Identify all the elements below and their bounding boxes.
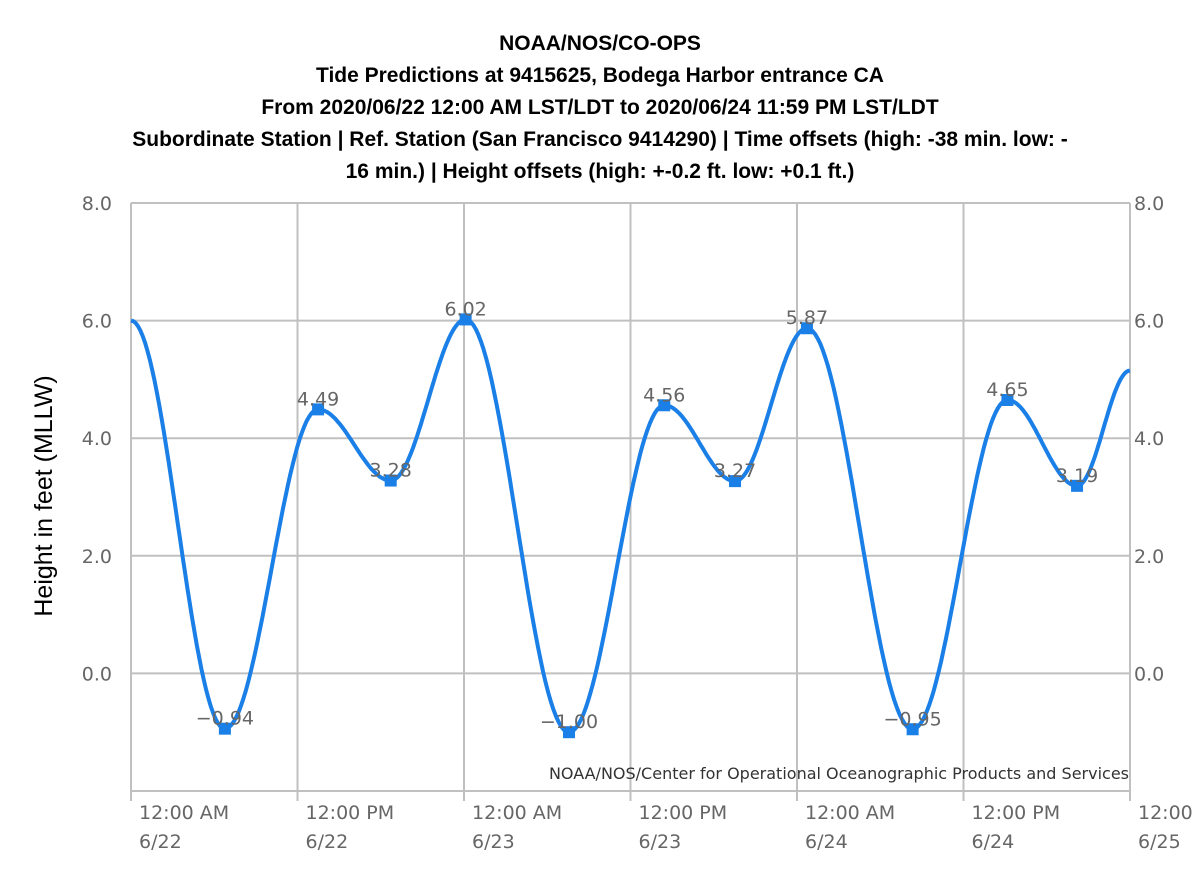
y-tick-label-right: 0.0 — [1134, 663, 1164, 685]
x-tick-label-date: 6/24 — [972, 831, 1015, 853]
x-tick-label-time: 12:00 AM — [472, 802, 562, 824]
data-label: 3.28 — [370, 460, 412, 482]
data-marker — [218, 722, 231, 735]
x-tick-label-date: 6/24 — [805, 831, 848, 853]
x-tick-label-time: 12:00 PM — [972, 802, 1061, 824]
data-marker — [1071, 479, 1084, 492]
x-tick-label-time: 12:00 PM — [306, 802, 395, 824]
data-label: −0.95 — [884, 708, 942, 730]
grid-lines — [131, 202, 1130, 791]
x-tick-label-time: 12:00 AM — [805, 802, 895, 824]
data-label: 3.27 — [714, 460, 756, 482]
data-marker — [800, 322, 813, 335]
title-line: 16 min.) | Height offsets (high: +-0.2 f… — [346, 160, 855, 183]
title-line: NOAA/NOS/CO-OPS — [499, 32, 701, 55]
x-tick-label-date: 6/22 — [139, 831, 182, 853]
x-tick-label-time: 12:00 PM — [639, 802, 728, 824]
data-label: 4.65 — [986, 379, 1028, 401]
y-tick-label-left: 6.0 — [82, 311, 112, 333]
y-tick-label-left: 0.0 — [82, 663, 112, 685]
data-labels: −0.94 4.49 3.28 6.02 −1.00 4.56 3.27 5.87 −0.95 4… — [196, 298, 1098, 733]
data-label: −1.00 — [540, 711, 598, 733]
data-marker — [312, 403, 325, 416]
y-tick-label-right: 8.0 — [1134, 193, 1164, 215]
y-axis-left-ticks: 8.0 6.0 4.0 2.0 0.0 — [82, 193, 112, 685]
y-tick-label-left: 8.0 — [82, 193, 112, 215]
title-line: Subordinate Station | Ref. Station (San … — [132, 128, 1068, 151]
y-tick-label-right: 2.0 — [1134, 546, 1164, 568]
y-tick-label-right: 4.0 — [1134, 428, 1164, 450]
data-label: 4.56 — [643, 384, 685, 406]
chart-credit: NOAA/NOS/Center for Operational Oceanogr… — [549, 764, 1129, 783]
data-marker — [459, 313, 472, 326]
x-tick-label-date: 6/23 — [472, 831, 515, 853]
y-axis-label: Height in feet (MLLW) — [30, 375, 58, 616]
data-markers — [218, 313, 1084, 739]
y-tick-label-left: 4.0 — [82, 428, 112, 450]
data-marker — [658, 399, 671, 412]
data-label: 4.49 — [297, 388, 339, 410]
title-line: Tide Predictions at 9415625, Bodega Harb… — [316, 64, 884, 87]
y-axis-right-ticks: 8.0 6.0 4.0 2.0 0.0 — [1134, 193, 1164, 685]
x-tick-label-date: 6/22 — [306, 831, 349, 853]
data-label: 6.02 — [444, 298, 486, 320]
x-tick-label-date: 6/23 — [639, 831, 682, 853]
data-marker — [729, 475, 742, 488]
data-marker — [1001, 393, 1014, 406]
x-tick-label-time: 12:00 AM — [139, 802, 229, 824]
y-tick-label-right: 6.0 — [1134, 311, 1164, 333]
data-marker — [384, 474, 397, 487]
data-label: −0.94 — [196, 708, 254, 730]
data-marker — [906, 723, 919, 736]
data-label: 3.19 — [1056, 465, 1098, 487]
data-marker — [562, 726, 575, 739]
x-axis-ticks: 12:00 AM 6/22 12:00 PM 6/22 12:00 AM 6/23 12:0… — [139, 802, 1193, 853]
y-tick-label-left: 2.0 — [82, 546, 112, 568]
data-label: 5.87 — [786, 307, 828, 329]
x-tick-label-time: 12:00 — [1138, 802, 1193, 824]
chart-title: NOAA/NOS/CO-OPS Tide Predictions at 94156… — [132, 32, 1068, 183]
x-tick-label-date: 6/25 — [1138, 831, 1181, 853]
title-line: From 2020/06/22 12:00 AM LST/LDT to 2020… — [261, 96, 938, 119]
axes — [130, 203, 1131, 801]
